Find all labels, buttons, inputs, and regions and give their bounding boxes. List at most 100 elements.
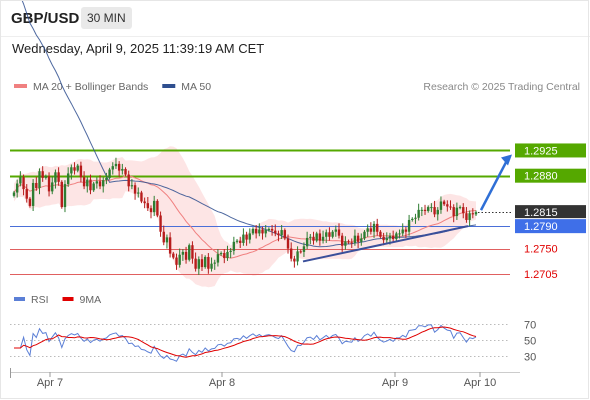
candle-body [146, 203, 150, 209]
candle-body [452, 207, 455, 217]
candle-body [395, 233, 398, 240]
timeframe-badge[interactable]: 30 MIN [81, 7, 132, 29]
rsi-tick-label: 70 [524, 320, 536, 332]
candle-body [200, 259, 204, 268]
candle-body [398, 233, 401, 235]
candle-body [296, 251, 299, 262]
candle-body [232, 241, 236, 251]
candle-body [315, 233, 318, 241]
candle-body [181, 251, 185, 255]
candle-body [102, 180, 105, 187]
candle-body [286, 238, 290, 249]
level-label: 1.2880 [524, 171, 558, 183]
candle-body [66, 173, 70, 185]
candle-body [436, 209, 439, 215]
rsi-legend-swatch [14, 297, 25, 301]
candle-body [251, 228, 255, 234]
candle-body [22, 177, 25, 190]
candle-body [372, 223, 376, 232]
candle-body [210, 263, 213, 269]
candle-body [302, 246, 306, 252]
candle-body [391, 235, 395, 240]
candle-body [175, 257, 178, 265]
level-label: 1.2790 [524, 221, 558, 233]
candle-body [207, 256, 210, 269]
candle-body [245, 234, 248, 240]
credit-text: Research © 2025 Trading Central [423, 81, 580, 93]
trend-line [302, 225, 469, 263]
candle-body [86, 179, 89, 187]
x-axis-tick-label: Apr 9 [382, 377, 408, 389]
candle-body [172, 253, 175, 258]
candle-body [258, 229, 261, 234]
level-label-bg [515, 143, 586, 158]
candle-body [337, 229, 341, 236]
candle-body [439, 201, 443, 210]
candle-body [344, 241, 347, 246]
candle-body [305, 237, 309, 247]
candle-body [433, 207, 436, 215]
candle-body [261, 229, 264, 234]
level-label-bg [515, 168, 586, 183]
candle-body [152, 200, 156, 213]
candle-body [427, 207, 430, 211]
candle-body [328, 232, 331, 237]
legend-swatch [162, 84, 176, 88]
candle-body [60, 181, 63, 208]
candle-body [28, 198, 32, 206]
candle-body [385, 238, 388, 241]
rsi-tick-label: 50 [524, 336, 536, 348]
header-divider [0, 36, 590, 37]
candle-body [430, 207, 433, 209]
candle-body [111, 166, 114, 170]
candle-body [280, 230, 283, 236]
candle-body [366, 228, 369, 232]
candle-body [165, 237, 169, 243]
candle-body [140, 192, 143, 202]
candle-body [242, 234, 245, 243]
candle-body [474, 212, 478, 215]
candle-body [229, 250, 232, 252]
candle-body [156, 200, 159, 216]
candle-body [449, 206, 452, 208]
candle-body [347, 241, 350, 243]
candle-body [38, 171, 41, 189]
level-label-bg [515, 219, 586, 234]
candle-body [462, 207, 465, 214]
ma50-line [21, 0, 477, 248]
chart-header: GBP/USD 30 MIN [0, 0, 590, 36]
candle-body [98, 181, 102, 187]
legend-swatch [14, 84, 27, 88]
rsi-tick-label: 30 [524, 352, 536, 364]
rsi-legend-label: 9MA [80, 294, 102, 306]
candle-body [334, 229, 338, 232]
level-label: 1.2925 [524, 145, 558, 157]
candle-body [267, 228, 271, 231]
candle-body [471, 213, 475, 215]
candle-body [51, 182, 54, 192]
candle-body [411, 218, 414, 220]
chart-datetime: Wednesday, April 9, 2025 11:39:19 AM CET [12, 41, 265, 56]
candle-body [124, 168, 127, 175]
candle-body [188, 245, 191, 260]
candle-body [35, 182, 38, 189]
candle-body [216, 254, 220, 263]
current-price-label: 1.2815 [524, 207, 558, 219]
candle-body [401, 229, 404, 234]
candle-body [219, 253, 223, 255]
candle-body [360, 238, 363, 242]
candle-body [248, 233, 251, 240]
candles-group [12, 157, 478, 275]
candle-body [388, 235, 392, 239]
candle-body [442, 201, 446, 205]
candle-body [168, 237, 172, 254]
candle-body [376, 223, 379, 232]
candle-body [121, 168, 124, 171]
candle-body [203, 256, 207, 268]
x-axis-tick-label: Apr 8 [209, 377, 235, 389]
rsi-ma-line [14, 326, 477, 358]
candle-body [318, 233, 322, 241]
candle-body [468, 213, 471, 220]
candle-body [114, 163, 118, 167]
